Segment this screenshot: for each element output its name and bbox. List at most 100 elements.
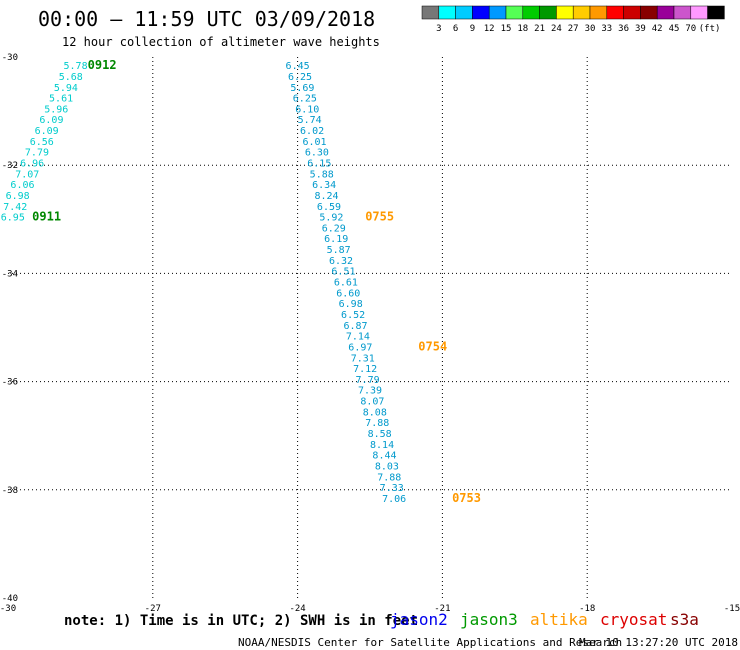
swh-value-label: 7.79 <box>25 148 49 159</box>
swh-value-label: 6.98 <box>6 191 30 202</box>
colorbar-label: 6 <box>453 24 458 34</box>
colorbar-swatch <box>640 5 658 20</box>
swh-value-label: 8.14 <box>370 440 394 451</box>
colorbar-label: 3 <box>436 24 441 34</box>
swh-value-label: 7.07 <box>15 169 39 180</box>
time-label: 0755 <box>365 210 394 224</box>
colorbar-label: 33 <box>601 24 612 34</box>
swh-value-label: 6.97 <box>348 342 372 353</box>
swh-value-label: 7.12 <box>353 364 377 375</box>
colorbar-label: 21 <box>534 24 545 34</box>
swh-value-label: 6.45 <box>286 61 310 72</box>
y-tick-label: -34 <box>2 269 18 279</box>
colorbar-label: 70 <box>685 24 696 34</box>
x-tick-label: -30 <box>0 604 16 614</box>
footer-timestamp: Mar 10 13:27:20 UTC 2018 <box>579 636 738 649</box>
colorbar-swatch <box>623 5 641 20</box>
swh-value-label: 6.10 <box>295 104 319 115</box>
swh-value-label: 8.08 <box>363 407 387 418</box>
y-tick-label: -40 <box>2 594 18 604</box>
note-text: note: 1) Time is in UTC; 2) SWH is in fe… <box>64 613 418 629</box>
y-tick-label: -30 <box>2 53 18 63</box>
swh-value-label: 6.52 <box>341 310 365 321</box>
swh-value-label: 5.61 <box>49 94 73 105</box>
footer-credit: NOAA/NESDIS Center for Satellite Applica… <box>238 636 622 649</box>
swh-value-label: 6.60 <box>336 288 360 299</box>
time-label: 0754 <box>418 339 447 353</box>
chart-title: 00:00 – 11:59 UTC 03/09/2018 <box>38 7 375 31</box>
swh-value-label: 6.25 <box>288 72 312 83</box>
swh-value-label: 6.98 <box>339 299 363 310</box>
swh-value-label: 7.88 <box>365 418 389 429</box>
grid-lines <box>8 57 732 598</box>
colorbar-swatch <box>522 5 540 20</box>
x-tick-label: -21 <box>434 604 450 614</box>
y-tick-label: -38 <box>2 486 18 496</box>
axis-ticks: -30-32-34-36-38-40-30 -27 -24 -21 -18 -15 <box>0 53 740 614</box>
swh-value-label: 7.06 <box>382 494 406 505</box>
x-tick-label: -18 <box>579 604 595 614</box>
x-tick-label: -24 <box>289 604 305 614</box>
time-label: 0912 <box>88 58 117 72</box>
swh-value-label: 7.33 <box>380 483 404 494</box>
legend-altika: altika <box>530 610 588 629</box>
swh-value-label: 8.07 <box>360 397 384 408</box>
colorbar-label: 42 <box>652 24 663 34</box>
swh-value-label: 5.69 <box>290 83 314 94</box>
swh-value-label: 6.15 <box>307 158 331 169</box>
legend-jason2: jason2 <box>390 610 448 629</box>
swh-value-label: 5.78 <box>64 61 88 72</box>
swh-value-label: 6.59 <box>317 202 341 213</box>
swh-value-label: 7.31 <box>351 353 375 364</box>
colorbar-swatch <box>707 5 725 20</box>
swh-value-label: 8.03 <box>375 461 399 472</box>
swh-value-label: 5.96 <box>44 104 68 115</box>
colorbar-swatch <box>438 5 456 20</box>
swh-value-label: 6.09 <box>35 126 59 137</box>
colorbar-swatch <box>572 5 591 20</box>
swh-value-label: 6.06 <box>10 180 34 191</box>
colorbar-swatch <box>455 5 473 20</box>
colorbar-label: 45 <box>669 24 680 34</box>
swh-value-label: 5.74 <box>298 115 322 126</box>
colorbar-swatch <box>505 5 524 20</box>
colorbar-swatch <box>690 5 708 20</box>
satellite-legend: jason2 jason3 altika cryosat s3a <box>390 610 699 629</box>
swh-value-label: 6.02 <box>300 126 324 137</box>
swh-value-label: 7.42 <box>3 202 27 213</box>
legend-jason3: jason3 <box>460 610 518 629</box>
swh-value-label: 8.44 <box>372 451 396 462</box>
colorbar-label: 18 <box>517 24 528 34</box>
swh-value-label: 6.09 <box>39 115 63 126</box>
colorbar-label: 36 <box>618 24 629 34</box>
swh-value-label: 7.88 <box>377 472 401 483</box>
colorbar-label: 39 <box>635 24 646 34</box>
swh-value-label: 5.92 <box>319 213 343 224</box>
swh-value-label: 7.14 <box>346 332 370 343</box>
swh-value-label: 5.94 <box>54 83 78 94</box>
swh-value-label: 6.96 <box>20 158 44 169</box>
colorbar-unit: (ft) <box>699 24 721 34</box>
swh-value-label: 6.29 <box>322 223 346 234</box>
swh-value-label: 8.58 <box>368 429 392 440</box>
y-tick-label: -36 <box>2 378 18 388</box>
swh-value-label: 6.51 <box>331 267 355 278</box>
colorbar-swatch <box>556 5 574 20</box>
swh-value-label: 6.61 <box>334 278 358 289</box>
swh-value-label: 8.24 <box>315 191 339 202</box>
colorbar-swatch <box>488 5 507 20</box>
colorbar-swatch <box>472 5 490 20</box>
swh-value-label: 5.88 <box>310 169 334 180</box>
swh-value-label: 5.68 <box>59 72 83 83</box>
swh-value-label: 6.32 <box>329 256 353 267</box>
swh-value-label: 7.79 <box>356 375 380 386</box>
data-points: 5.785.685.945.615.966.096.096.567.796.96… <box>1 58 481 505</box>
colorbar-legend: 3 6 9 12 15 18 21 24 27 30 33 36 39 42 45 70 (ft) <box>421 5 725 34</box>
swh-value-label: 6.25 <box>293 94 317 105</box>
colorbar-swatch <box>673 5 692 20</box>
colorbar-label: 24 <box>551 24 562 34</box>
colorbar-label: 9 <box>470 24 475 34</box>
x-tick-label: -15 <box>724 604 740 614</box>
swh-value-label: 6.34 <box>312 180 336 191</box>
